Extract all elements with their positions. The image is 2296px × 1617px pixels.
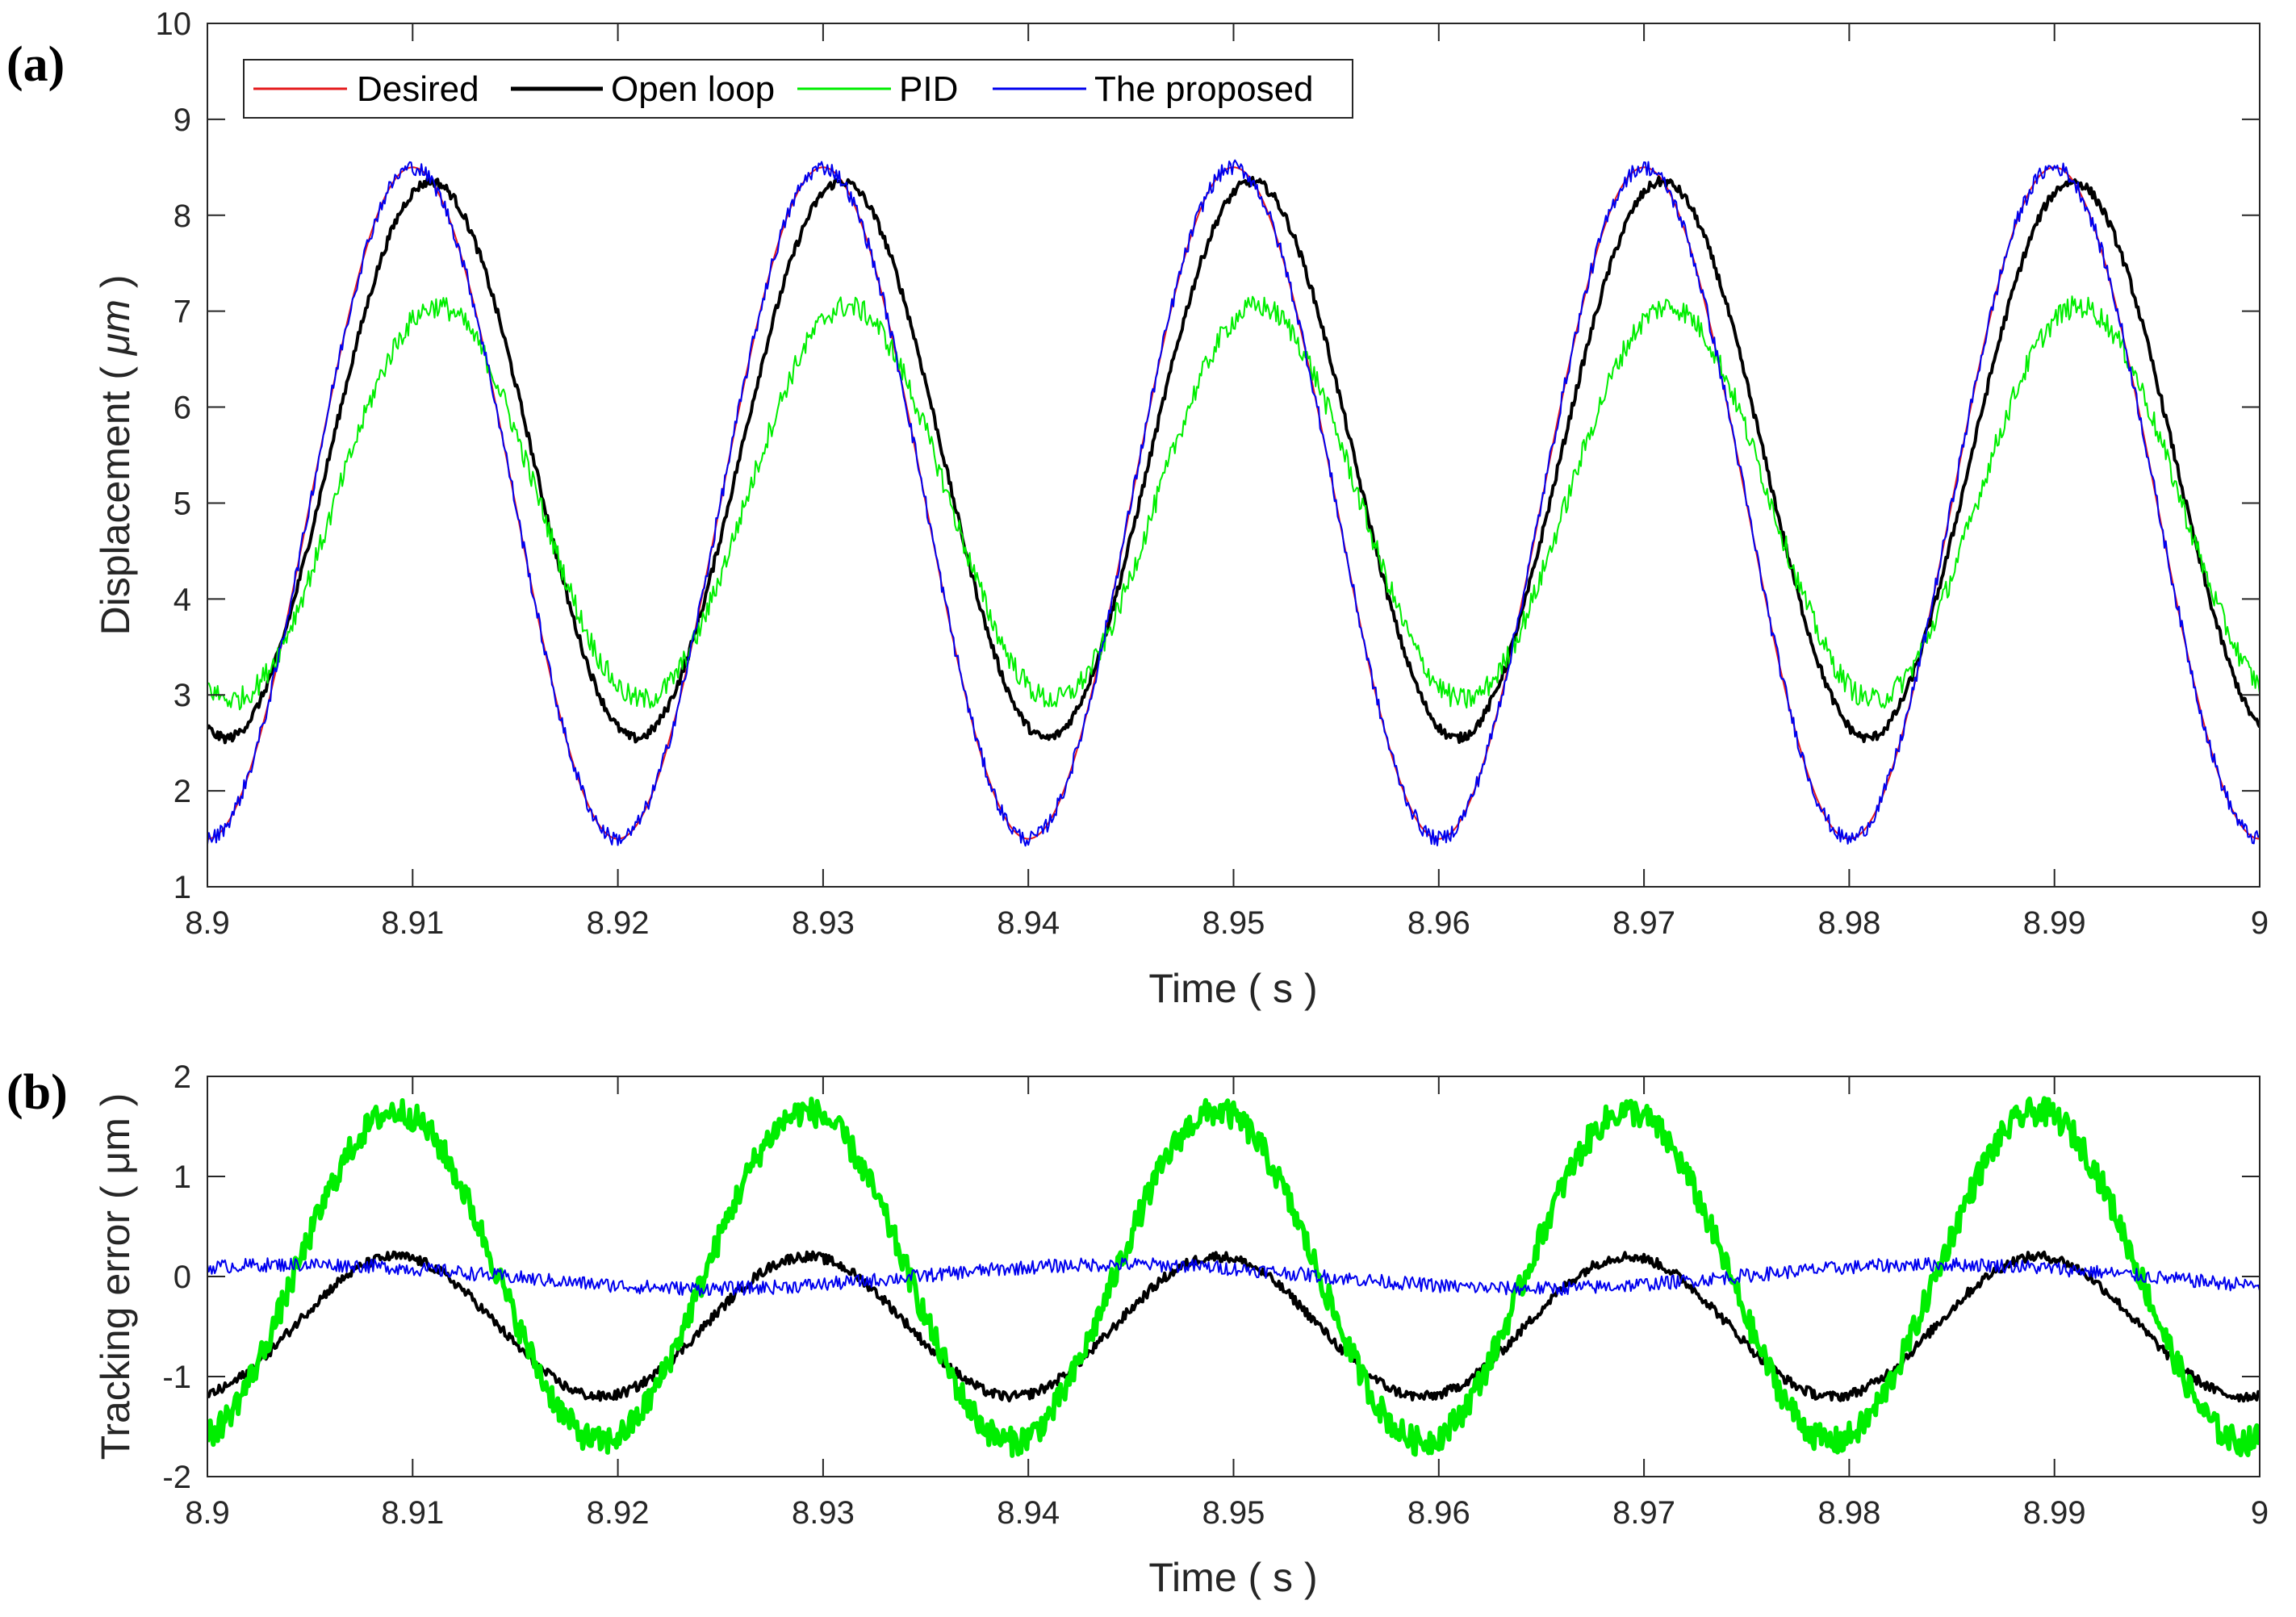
panel-b-series-pid (207, 1096, 2260, 1458)
legend: Desired Open loop PID The proposed (243, 59, 1353, 119)
panel-a-ytick-label: 2 (174, 774, 191, 809)
panel-a-ytick-label: 3 (174, 678, 191, 713)
panel-a-xtick-label: 8.9 (185, 905, 230, 941)
panel-b-ticks: 8.9 8.91 8.92 8.93 8.94 8.95 8.96 8.97 8.98 8.99 9… (162, 1059, 2269, 1531)
panel-b-xtick-label: 8.98 (1817, 1495, 1880, 1531)
legend-desired-label: Desired (357, 69, 479, 109)
panel-a-ytick-label: 8 (174, 198, 191, 234)
panel-a-xtick-label: 8.97 (1612, 905, 1675, 941)
panel-b-xtick-label: 8.97 (1612, 1495, 1675, 1531)
panel-a-ytick-label: 7 (174, 295, 191, 330)
panel-a-ytick-label: 5 (174, 486, 191, 521)
panel-b-xtick-label: 8.92 (587, 1495, 650, 1531)
panel-b-xtick-label: 8.95 (1202, 1495, 1265, 1531)
legend-open-loop-label: Open loop (611, 69, 775, 109)
panel-a-xlabel: Time ( s ) (1148, 966, 1317, 1011)
panel-b-ylabel: Tracking error ( μm ) (93, 1093, 138, 1460)
panel-a-plot-area (207, 159, 2260, 847)
panel-b-label: (b) (6, 1065, 68, 1120)
panel-a-ytick-label: 6 (174, 391, 191, 426)
panel-a-series-open-loop (207, 175, 2260, 745)
panel-b-xlabel: Time ( s ) (1148, 1555, 1317, 1600)
panel-b-series-the-proposed (207, 1256, 2260, 1297)
panel-a-xtick-label: 9 (2251, 905, 2269, 941)
panel-b-ytick-label: -2 (162, 1460, 191, 1495)
panel-b-series-open-loop (207, 1250, 2260, 1403)
panel-b-ytick-label: 0 (174, 1260, 191, 1295)
panel-b-xtick-label: 9 (2251, 1495, 2269, 1531)
panel-a-xtick-label: 8.96 (1407, 905, 1470, 941)
panel-b-ytick-label: 1 (174, 1159, 191, 1195)
panel-b-xtick-label: 8.99 (2023, 1495, 2086, 1531)
panel-a-xtick-label: 8.98 (1817, 905, 1880, 941)
panel-a-axes-box (207, 23, 2260, 888)
panel-a-ytick-label: 9 (174, 102, 191, 138)
panel-a-ytick-label: 4 (174, 582, 191, 617)
panel-b-ytick-label: 2 (174, 1059, 191, 1095)
panel-a: (a) 8.9 8.91 8.92 8.93 8.94 8.95 8.96 8.97 8.98 8… (6, 6, 2269, 1011)
panel-b-xtick-label: 8.9 (185, 1495, 230, 1531)
panel-a-ylabel-close: ) (93, 275, 138, 300)
panel-a-series-the-proposed (207, 159, 2260, 847)
panel-a-label: (a) (6, 37, 65, 92)
panel-a-ytick-label: 10 (156, 6, 192, 42)
panel-b-plot-area (207, 1096, 2260, 1458)
panel-a-xtick-label: 8.95 (1202, 905, 1265, 941)
panel-a-ylabel-main: Displacement ( (93, 355, 138, 635)
panel-a-xtick-label: 8.91 (381, 905, 444, 941)
panel-a-ylabel-unit: μm (93, 299, 138, 357)
panel-a-xtick-label: 8.94 (997, 905, 1060, 941)
panel-a-xtick-label: 8.93 (792, 905, 855, 941)
panel-b-xtick-label: 8.96 (1407, 1495, 1470, 1531)
panel-b-xtick-label: 8.91 (381, 1495, 444, 1531)
legend-pid-label: PID (899, 69, 958, 109)
panel-b-xtick-label: 8.94 (997, 1495, 1060, 1531)
panel-a-xtick-label: 8.99 (2023, 905, 2086, 941)
panel-a-series-pid (207, 295, 2260, 711)
panel-a-ticks: 8.9 8.91 8.92 8.93 8.94 8.95 8.96 8.97 8.98 8.99 9… (156, 6, 2269, 941)
panel-b-ytick-label: -1 (162, 1360, 191, 1395)
legend-proposed-label: The proposed (1094, 69, 1314, 109)
panel-a-ylabel: Displacement ( μm ) (93, 275, 138, 636)
panel-a-ytick-label: 1 (174, 870, 191, 905)
panel-b-xtick-label: 8.93 (792, 1495, 855, 1531)
panel-a-xtick-label: 8.92 (587, 905, 650, 941)
panel-b: (b) 8.9 8.91 8.92 8.93 8.94 8.95 8.96 8.97 8.98 8… (6, 1059, 2269, 1600)
